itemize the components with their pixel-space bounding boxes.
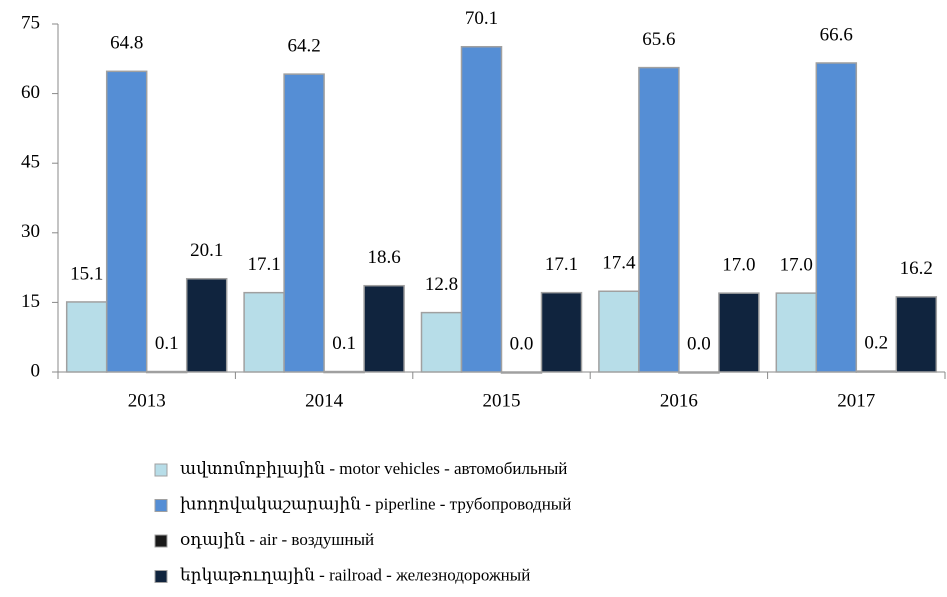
- bar: [678, 371, 720, 374]
- value-label: 66.6: [820, 24, 853, 45]
- bar: [145, 370, 188, 374]
- value-label: 0.0: [687, 333, 711, 354]
- bar: [895, 296, 938, 373]
- y-tick-label: 75: [21, 12, 40, 33]
- value-label: 17.1: [545, 254, 578, 275]
- value-label: 12.8: [425, 274, 458, 295]
- legend-label: երկաթուղային - railroad - железнодорожны…: [180, 565, 530, 584]
- value-label: 20.1: [190, 240, 223, 261]
- value-label: 70.1: [465, 8, 498, 29]
- value-label: 16.2: [900, 258, 933, 279]
- legend-label: ավտոմոբիլային - motor vehicles - автомоб…: [180, 459, 567, 478]
- bar: [540, 291, 583, 373]
- y-tick-label: 45: [21, 152, 40, 173]
- legend-label: օդային - air - воздушный: [180, 530, 374, 549]
- bar: [420, 311, 463, 373]
- bar: [243, 291, 285, 373]
- legend-swatch: [154, 499, 168, 512]
- bar: [283, 73, 325, 373]
- y-tick-label: 30: [21, 221, 40, 242]
- x-tick-label: 2013: [128, 390, 166, 411]
- bar: [718, 292, 760, 373]
- bar: [855, 370, 898, 373]
- bar: [185, 277, 228, 373]
- bar: [105, 70, 148, 373]
- legend-swatch: [154, 570, 168, 583]
- x-tick-label: 2015: [483, 390, 521, 411]
- bar: [598, 290, 640, 373]
- value-label: 17.4: [602, 253, 636, 274]
- y-tick-label: 60: [21, 82, 40, 103]
- bar: [363, 284, 405, 373]
- value-label: 17.1: [247, 254, 280, 275]
- value-label: 64.8: [110, 33, 143, 54]
- bar: [815, 62, 858, 373]
- value-label: 0.2: [864, 332, 888, 353]
- value-label: 0.1: [155, 333, 179, 354]
- legend-label: խողովակաշարային - piperline - трубопрово…: [180, 494, 571, 513]
- bar: [775, 292, 818, 373]
- bar: [460, 45, 503, 373]
- value-label: 18.6: [367, 247, 400, 268]
- value-label: 17.0: [780, 254, 813, 275]
- bar: [638, 66, 680, 373]
- value-label: 65.6: [642, 29, 675, 50]
- x-tick-label: 2017: [837, 390, 875, 411]
- y-tick-label: 0: [31, 360, 41, 381]
- value-label: 0.1: [332, 333, 356, 354]
- x-tick-label: 2014: [305, 390, 344, 411]
- value-label: 17.0: [722, 254, 755, 275]
- bar: [65, 301, 108, 373]
- bar: [323, 370, 365, 374]
- legend-swatch: [154, 463, 168, 477]
- value-label: 15.1: [70, 263, 103, 284]
- y-tick-label: 15: [21, 291, 40, 312]
- value-label: 0.0: [510, 333, 534, 354]
- legend-swatch: [154, 534, 168, 548]
- bar: [500, 371, 543, 374]
- x-tick-label: 2016: [660, 390, 698, 411]
- value-label: 64.2: [287, 35, 320, 56]
